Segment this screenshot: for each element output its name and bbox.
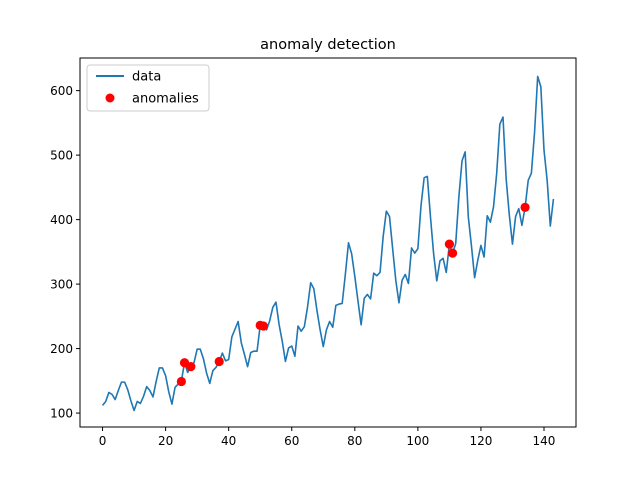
chart-title: anomaly detection <box>260 37 396 53</box>
x-tick-label: 100 <box>406 434 429 448</box>
y-tick-label: 200 <box>50 342 73 356</box>
x-tick-label: 120 <box>469 434 492 448</box>
anomaly-point <box>447 248 458 258</box>
y-tick-label: 300 <box>50 278 73 292</box>
x-tick-label: 0 <box>99 434 107 448</box>
anomaly-point <box>176 376 186 387</box>
anomaly-point <box>444 239 454 249</box>
anomaly-point <box>186 362 196 372</box>
axes-frame <box>79 57 577 428</box>
x-tick-label: 20 <box>158 434 173 448</box>
plot-area: 0 20 40 60 80 100 120 140 100 200 300 400 500 600 <box>50 57 577 448</box>
legend-label-data: data <box>132 70 161 85</box>
x-tick-label: 40 <box>221 434 236 448</box>
x-tick-label: 140 <box>533 434 556 448</box>
y-tick-label: 600 <box>50 84 73 98</box>
x-tick-label: 80 <box>347 434 362 448</box>
y-tick-label: 400 <box>50 213 73 227</box>
y-tick-label: 100 <box>50 407 73 421</box>
anomaly-point <box>258 321 268 331</box>
legend-label-anomalies: anomalies <box>132 92 199 107</box>
anomaly-point <box>214 356 224 367</box>
legend: data anomalies <box>86 64 210 112</box>
x-tick-label: 60 <box>284 434 299 448</box>
legend-marker-swatch <box>105 93 115 103</box>
anomaly-point <box>520 202 530 212</box>
y-tick-label: 500 <box>50 149 73 163</box>
series-line-data <box>101 75 555 412</box>
